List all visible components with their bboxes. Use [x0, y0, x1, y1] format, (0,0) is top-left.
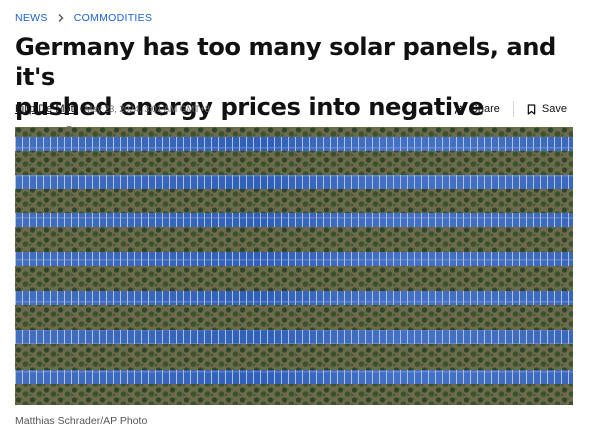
article-meta: Filip De Mott May 23, 2024, 3:01 AM GMT+… — [15, 100, 575, 118]
breadcrumb: NEWS COMMODITIES — [15, 12, 152, 24]
share-label: Share — [470, 103, 500, 115]
article-actions: Share Save — [454, 100, 567, 118]
bookmark-icon — [527, 103, 536, 115]
save-label: Save — [541, 103, 567, 115]
headline-line-1: Germany has too many solar panels, and i… — [15, 33, 556, 91]
publish-date: May 23, 2024, 3:01 AM GMT+8 — [84, 104, 211, 114]
chevron-right-icon — [58, 14, 64, 22]
share-icon — [454, 104, 464, 114]
breadcrumb-news-link[interactable]: NEWS — [15, 12, 48, 24]
author-link[interactable]: Filip De Mott — [15, 103, 77, 115]
solar-farm-photo — [15, 127, 573, 405]
solar-panel-rows — [15, 137, 573, 384]
save-button[interactable]: Save — [527, 103, 567, 115]
share-button[interactable]: Share — [454, 103, 500, 115]
photo-credit: Matthias Schrader/AP Photo — [15, 415, 148, 427]
breadcrumb-commodities-link[interactable]: COMMODITIES — [73, 12, 153, 24]
actions-divider — [512, 101, 514, 117]
